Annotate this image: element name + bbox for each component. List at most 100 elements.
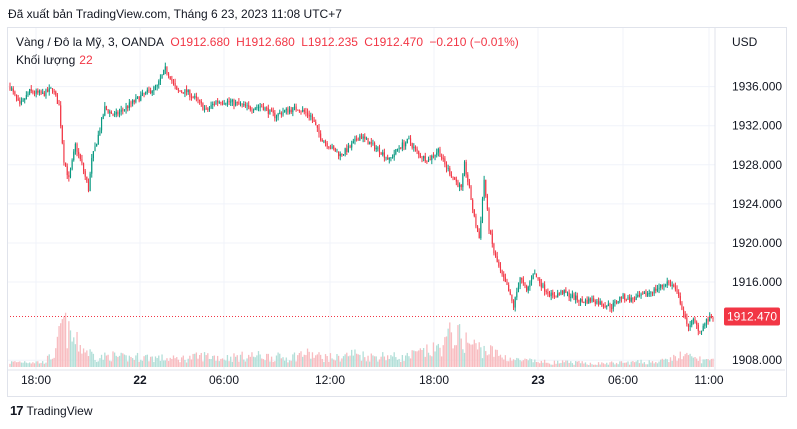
volume-bar <box>279 353 281 367</box>
candle-body <box>73 151 75 161</box>
candle-body <box>571 294 573 297</box>
candle-body <box>682 309 685 315</box>
volume-bar <box>478 342 480 367</box>
volume-bar <box>426 344 428 367</box>
candle-body <box>436 152 438 155</box>
volume-bar <box>324 354 327 367</box>
volume-bar <box>403 361 405 367</box>
volume-bar <box>74 344 77 367</box>
volume-bar <box>284 360 286 367</box>
candle-body <box>534 273 536 275</box>
candle-body <box>320 133 322 141</box>
candle-body <box>115 112 117 115</box>
candle-body <box>300 111 302 113</box>
candle-body <box>475 216 477 227</box>
volume-bar <box>372 355 374 367</box>
volume-bar <box>10 361 13 367</box>
volume-bar <box>347 356 350 367</box>
volume-bar <box>197 358 199 367</box>
footer-brand[interactable]: 17 TradingView <box>10 403 93 418</box>
volume-bar <box>369 361 371 367</box>
volume-bar <box>60 323 62 367</box>
volume-bar <box>316 354 319 367</box>
volume-bar <box>614 364 616 367</box>
volume-bar <box>630 361 632 367</box>
volume-bar <box>468 343 471 367</box>
candle-body <box>347 145 349 153</box>
volume-bar <box>480 347 482 367</box>
y-tick-label: 1936.000 <box>732 80 782 94</box>
currency-label[interactable]: USD <box>732 35 758 49</box>
candle-body <box>78 151 80 155</box>
volume-bar <box>117 356 119 367</box>
candle-body <box>494 253 497 257</box>
candle-body <box>409 138 412 144</box>
volume-bar <box>447 328 449 367</box>
volume-bar <box>43 363 45 367</box>
candle-body <box>424 156 426 162</box>
volume-bar <box>251 352 253 367</box>
candle-body <box>272 110 274 113</box>
candle-body <box>552 292 554 296</box>
volume-bar <box>107 354 109 367</box>
candle-body <box>360 135 363 139</box>
volume-bar <box>548 363 551 367</box>
candle-body <box>364 136 366 139</box>
volume-bar <box>606 362 608 367</box>
symbol-name[interactable]: Vàng / Đô la Mỹ, 3, OANDA <box>16 35 165 49</box>
volume-bar <box>195 352 198 367</box>
candle-body <box>94 146 96 152</box>
candle-body <box>104 106 106 116</box>
volume-bar <box>460 338 462 367</box>
candle-body <box>261 106 263 108</box>
candle-body <box>692 319 694 321</box>
candle-body <box>266 107 268 109</box>
volume-bar <box>115 355 117 367</box>
candle-body <box>61 125 63 144</box>
candle-body <box>91 158 93 174</box>
candle-body <box>668 281 670 283</box>
candle-body <box>678 292 680 297</box>
candle-body <box>573 294 575 300</box>
volume-bar <box>153 361 155 367</box>
volume-bar <box>269 361 271 367</box>
candle-body <box>686 317 688 324</box>
volume-value: 22 <box>79 53 93 67</box>
volume-bar <box>604 364 606 367</box>
candle-body <box>326 142 328 147</box>
volume-bar <box>676 360 678 367</box>
open-value: O1912.680 <box>170 35 230 49</box>
candle-body <box>47 89 49 92</box>
candle-body <box>434 154 436 157</box>
volume-bar <box>584 362 587 367</box>
volume-bar <box>287 362 289 367</box>
candle-body <box>130 102 132 104</box>
volume-bar <box>95 361 98 367</box>
candle-body <box>658 287 660 290</box>
volume-bar <box>658 361 660 367</box>
candle-body <box>158 81 160 85</box>
volume-bar <box>339 361 341 367</box>
candle-body <box>437 149 439 153</box>
volume-bar <box>481 358 484 367</box>
volume-label[interactable]: Khối lượng <box>16 53 76 67</box>
candle-body <box>107 109 109 113</box>
candle-body <box>439 149 441 157</box>
candle-body <box>97 134 99 145</box>
candle-body <box>537 277 539 280</box>
volume-bar <box>404 355 407 367</box>
candle-body <box>602 305 605 307</box>
candle-body <box>154 86 157 88</box>
candle-body <box>267 108 269 114</box>
volume-bar <box>285 357 287 367</box>
chart-frame[interactable] <box>7 27 787 397</box>
candle-body <box>334 148 336 152</box>
candle-body <box>530 278 533 282</box>
volume-bar <box>694 356 696 367</box>
candle-body <box>526 285 528 291</box>
candle-body <box>207 108 209 110</box>
candle-body <box>112 113 114 116</box>
candle-body <box>298 110 300 112</box>
volume-bar <box>151 356 153 367</box>
